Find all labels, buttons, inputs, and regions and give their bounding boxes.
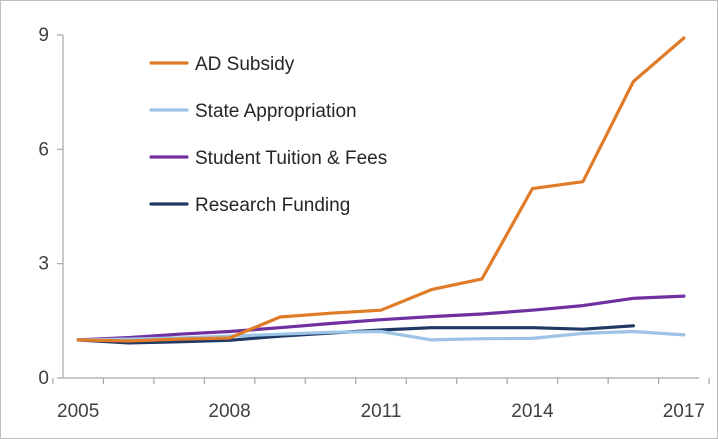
series-layer [76,36,686,345]
y-tick-label: 3 [38,254,49,275]
legend: AD Subsidy State Appropriation Student Tui… [149,54,387,216]
legend-label: State Appropriation [195,101,357,122]
x-tick-label: 2017 [663,401,705,422]
series-line-ad-subsidy [76,36,686,343]
x-tick-label: 2014 [511,401,554,422]
axes: 0 3 6 9 2005 2008 2011 2014 2017 [38,25,710,422]
x-tick-label: 2011 [361,401,402,422]
y-tick-label: 9 [38,25,49,46]
x-tick-label: 2005 [57,401,99,422]
series-line-student-tuition-fees [76,294,686,342]
legend-label: AD Subsidy [195,54,295,75]
y-tick-label: 0 [38,368,49,389]
x-tick-label: 2008 [208,401,250,422]
legend-label: Student Tuition & Fees [195,148,387,169]
legend-label: Research Funding [195,195,350,216]
y-tick-label: 6 [38,139,49,160]
